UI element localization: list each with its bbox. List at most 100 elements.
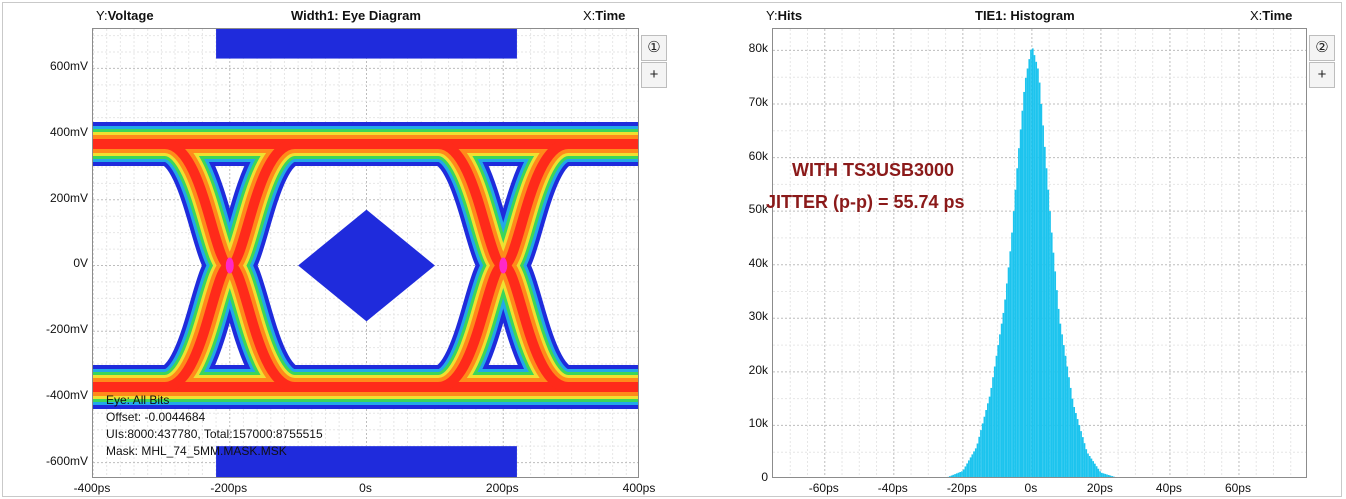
hist-bar	[1076, 419, 1079, 477]
hist-bar	[1102, 473, 1105, 477]
hist-bar	[962, 469, 965, 477]
hist-bar	[964, 466, 967, 477]
hist-bar	[1099, 471, 1101, 477]
hist-bar	[980, 430, 982, 477]
hist-x-tick-label: 20ps	[1086, 481, 1113, 495]
hist-bar	[988, 396, 991, 477]
hist-bar	[1112, 476, 1115, 477]
hist-bar	[1111, 476, 1113, 477]
hist-bar	[993, 366, 996, 477]
hist-bar	[1014, 189, 1017, 477]
hist-bar	[987, 403, 989, 477]
hist-bar	[976, 443, 979, 477]
hist-bar	[1045, 168, 1048, 477]
hist-bar	[1005, 283, 1008, 477]
hist-y-tick-label: 0	[761, 470, 768, 484]
eye-mask-top-band	[216, 29, 517, 59]
hist-bar	[1061, 334, 1063, 477]
hist-x-tick-label: -20ps	[946, 481, 977, 495]
hist-bar	[1081, 437, 1084, 477]
hist-bar	[1021, 110, 1024, 477]
hist-bar	[1078, 425, 1081, 477]
eye-x-axis-header: X:Time	[583, 8, 625, 23]
hist-bar	[1075, 413, 1077, 477]
annotation-jitter: JITTER (p-p) = 55.74 ps	[766, 192, 965, 212]
eye-y-tick-label: -200mV	[45, 322, 88, 337]
hist-bar	[990, 387, 993, 477]
hist-bar	[1028, 59, 1031, 477]
hist-bar	[1031, 48, 1034, 477]
hist-bar	[952, 474, 955, 477]
hist-bar	[1054, 271, 1057, 477]
hist-bar	[1016, 168, 1019, 477]
hist-bar	[1035, 61, 1038, 477]
hist-bar	[1083, 443, 1086, 477]
add-measurement-button-1[interactable]: +	[641, 62, 667, 88]
hist-bar	[978, 436, 981, 477]
eye-diagram-plot[interactable]	[92, 28, 639, 478]
eye-crossing-hotspot	[225, 257, 234, 274]
hist-bar	[1085, 449, 1088, 477]
eye-info-line: Mask: MHL_74_5MM.MASK.MSK	[106, 444, 287, 458]
hist-bar	[1062, 345, 1065, 477]
eye-info-line: Eye: All Bits	[106, 393, 170, 407]
eye-x-tick-label: -400ps	[73, 481, 111, 495]
hist-y-prefix: Y:	[766, 8, 778, 23]
hist-x-axis-header: X:Time	[1250, 8, 1292, 23]
waveform-1-button[interactable]: ①	[641, 35, 667, 61]
hist-bar	[1104, 473, 1107, 477]
hist-bar	[1030, 49, 1032, 477]
hist-bar	[1071, 398, 1074, 477]
hist-y-tick-label: 80k	[748, 41, 768, 56]
hist-bar	[959, 472, 962, 477]
hist-bar	[999, 334, 1001, 477]
hist-x-tick-label: -40ps	[877, 481, 908, 495]
eye-x-tick-label: 400ps	[622, 481, 656, 495]
eye-mask-bottom-band	[216, 446, 517, 477]
hist-y-tick-label: 10k	[748, 416, 768, 431]
hist-bar	[947, 476, 950, 477]
hist-x-prefix: X:	[1250, 8, 1263, 23]
hist-bar	[1106, 474, 1108, 477]
histogram-plot[interactable]	[772, 28, 1307, 478]
add-measurement-button-2[interactable]: +	[1309, 62, 1335, 88]
eye-y-tick-label: -600mV	[45, 453, 88, 468]
eye-info-line: UIs:8000:437780, Total:157000:8755515	[106, 427, 323, 441]
hist-bar	[995, 355, 998, 477]
hist-bar	[1033, 55, 1036, 477]
hist-bar	[1024, 77, 1027, 477]
hist-y-tick-label: 60k	[748, 148, 768, 163]
eye-crossing-hotspot	[499, 257, 508, 274]
hist-bar	[1068, 377, 1070, 477]
hist-y-tick-label: 20k	[748, 362, 768, 377]
hist-bar	[1080, 431, 1082, 477]
hist-bar	[969, 457, 972, 477]
hist-bar	[1038, 82, 1041, 477]
eye-x-axis-title: Time	[595, 8, 626, 23]
hist-bar	[1107, 474, 1110, 477]
hist-bar	[1012, 211, 1015, 477]
hist-y-tick-label: 30k	[748, 309, 768, 324]
hist-bar	[1043, 146, 1046, 477]
hist-bar	[1002, 312, 1005, 477]
hist-bar	[1073, 407, 1076, 477]
hist-bar	[981, 423, 984, 477]
hist-bar	[1090, 458, 1093, 477]
eye-y-tick-label: -400mV	[45, 387, 88, 402]
hist-bar	[974, 448, 977, 477]
hist-bar	[1040, 104, 1043, 477]
hist-bar	[1018, 148, 1020, 477]
histogram-title: TIE1: Histogram	[975, 8, 1075, 23]
hist-x-tick-label: 40ps	[1155, 481, 1182, 495]
hist-bar	[961, 471, 963, 477]
hist-bar	[950, 475, 953, 477]
hist-x-tick-label: -60ps	[808, 481, 839, 495]
hist-bar	[1019, 129, 1022, 477]
hist-bar	[1059, 323, 1062, 477]
eye-info-block: Eye: All Bits Offset: -0.0044684 UIs:800…	[106, 392, 323, 460]
waveform-2-button[interactable]: ②	[1309, 35, 1335, 61]
hist-bar	[1094, 463, 1096, 477]
hist-bar	[1092, 461, 1094, 477]
hist-y-axis-title: Hits	[777, 8, 803, 23]
